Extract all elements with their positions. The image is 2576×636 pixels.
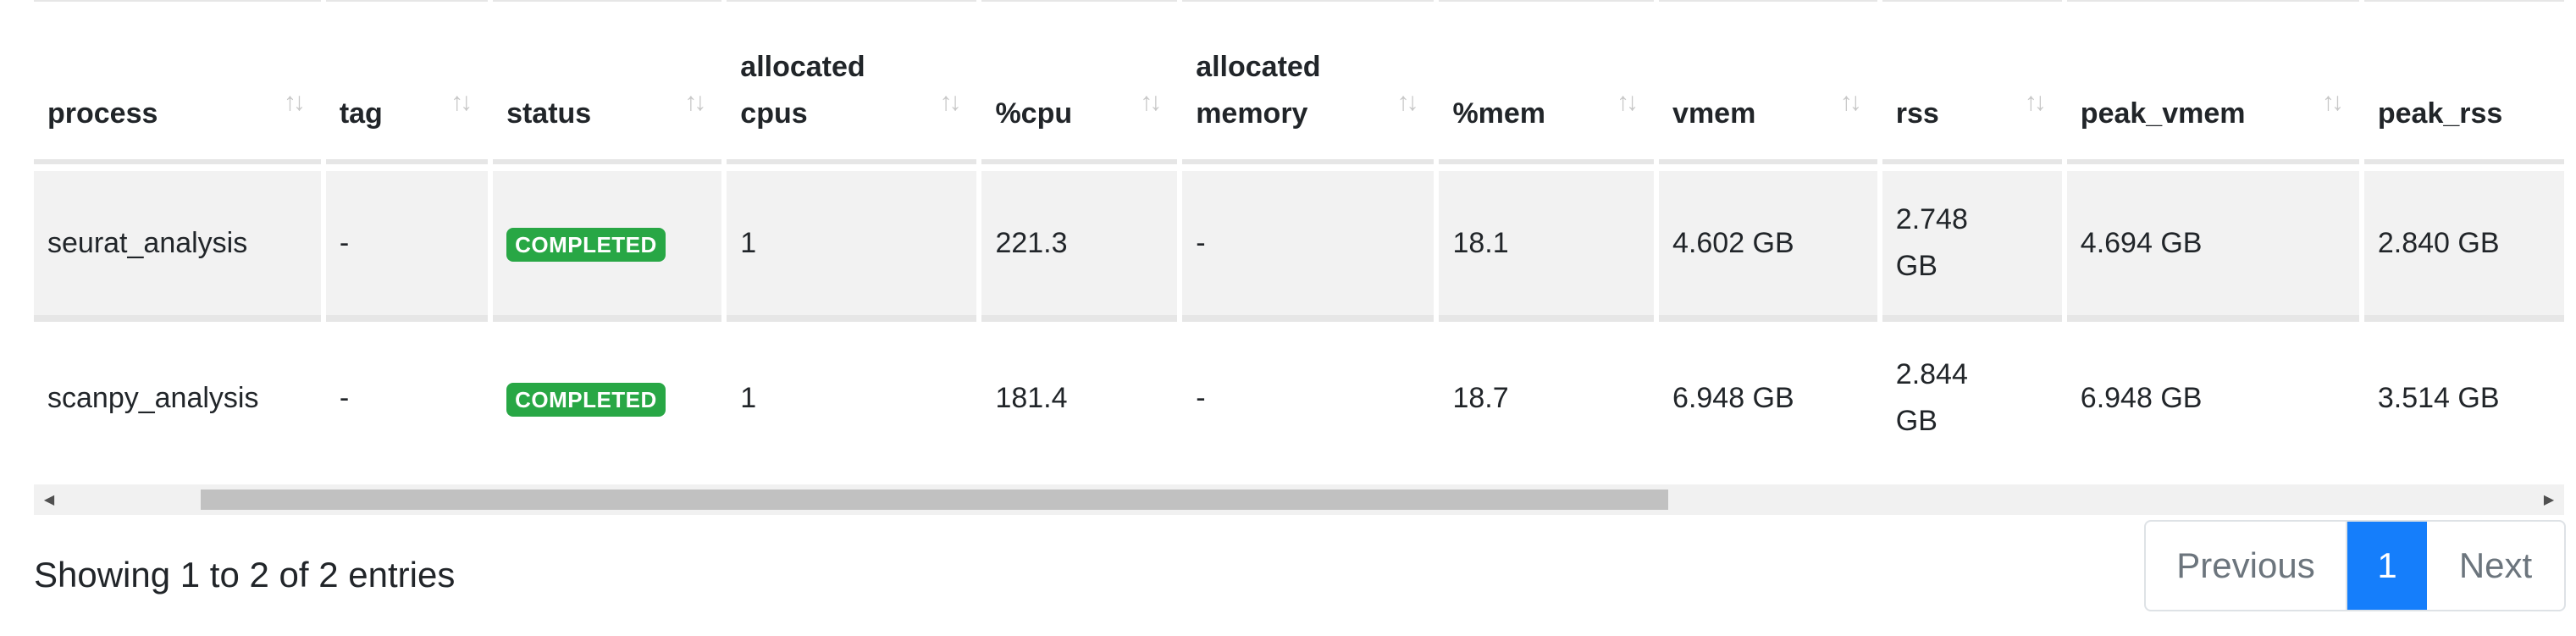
sort-arrows-icon: ↑↓ — [2024, 88, 2047, 116]
sort-arrows-icon: ↑↓ — [451, 88, 473, 116]
sort-arrows-icon: ↑↓ — [1617, 88, 1639, 116]
pagination: Previous 1 Next — [2144, 520, 2566, 611]
sort-arrows-icon: ↑↓ — [939, 88, 961, 116]
col-header-allocated-cpus[interactable]: allocated cpus ↑↓ — [727, 0, 977, 164]
col-header-status[interactable]: status ↑↓ — [493, 0, 722, 164]
scroll-left-icon[interactable]: ◀ — [43, 493, 55, 507]
col-header-peak-vmem[interactable]: peak_vmem ↑↓ — [2066, 0, 2359, 164]
col-header-label-line2: cpus — [740, 97, 808, 130]
col-header-label: rss — [1895, 97, 1939, 130]
sort-arrows-icon: ↑↓ — [2321, 88, 2344, 116]
cell-peak-vmem: 6.948 GB — [2066, 318, 2359, 474]
col-header-pct-mem[interactable]: %mem ↑↓ — [1439, 0, 1655, 164]
table-scroll-area[interactable]: process ↑↓ tag ↑↓ status ↑↓ allocated cpus ↑↓… — [34, 0, 2564, 484]
sort-arrows-icon: ↑↓ — [283, 88, 306, 116]
entries-info: Showing 1 to 2 of 2 entries — [34, 555, 456, 595]
col-header-label: %mem — [1452, 97, 1546, 130]
horizontal-scrollbar[interactable]: ◀ ▶ — [34, 484, 2564, 515]
cell-tag: - — [325, 318, 489, 474]
cell-allocated-cpus: 1 — [727, 318, 977, 474]
col-header-label: allocated — [740, 51, 865, 83]
col-header-label: process — [47, 97, 158, 130]
cell-pct-mem: 18.1 — [1439, 164, 1655, 318]
col-header-label: status — [506, 97, 592, 130]
col-header-label: peak_vmem — [2080, 97, 2246, 130]
scroll-right-icon[interactable]: ▶ — [2543, 493, 2555, 507]
cell-peak-rss: 2.840 GB — [2363, 164, 2564, 318]
cell-vmem: 4.602 GB — [1659, 164, 1877, 318]
cell-allocated-memory: - — [1182, 164, 1434, 318]
col-header-pct-cpu[interactable]: %cpu ↑↓ — [981, 0, 1178, 164]
table-row: seurat_analysis - COMPLETED 1 221.3 - 18… — [34, 164, 2564, 318]
cell-rss: 2.844 GB — [1882, 318, 2062, 474]
page-1-button[interactable]: 1 — [2347, 522, 2427, 610]
cell-allocated-cpus: 1 — [727, 164, 977, 318]
cell-allocated-memory: - — [1182, 318, 1434, 474]
col-header-label: allocated — [1196, 51, 1321, 83]
col-header-label: vmem — [1672, 97, 1756, 130]
previous-page-button[interactable]: Previous — [2146, 522, 2347, 610]
cell-tag: - — [325, 164, 489, 318]
sort-arrows-icon: ↑↓ — [684, 88, 706, 116]
col-header-label: %cpu — [995, 97, 1073, 130]
scrollbar-thumb[interactable] — [201, 489, 1668, 510]
cell-status: COMPLETED — [493, 164, 722, 318]
cell-peak-vmem: 4.694 GB — [2066, 164, 2359, 318]
next-page-button[interactable]: Next — [2458, 545, 2533, 585]
cell-status: COMPLETED — [493, 318, 722, 474]
sort-arrows-icon: ↑↓ — [1396, 88, 1418, 116]
cell-peak-rss: 3.514 GB — [2363, 318, 2564, 474]
cell-process: scanpy_analysis — [34, 318, 321, 474]
cell-pct-mem: 18.7 — [1439, 318, 1655, 474]
sort-arrows-icon: ↑↓ — [1839, 88, 1862, 116]
col-header-tag[interactable]: tag ↑↓ — [325, 0, 489, 164]
col-header-label-line2: memory — [1196, 97, 1308, 130]
cell-pct-cpu: 221.3 — [981, 164, 1178, 318]
table-header-row: process ↑↓ tag ↑↓ status ↑↓ allocated cpus ↑↓… — [34, 0, 2564, 164]
col-header-vmem[interactable]: vmem ↑↓ — [1659, 0, 1877, 164]
status-badge: COMPLETED — [506, 382, 666, 417]
col-header-label: tag — [339, 97, 383, 130]
cell-rss: 2.748 GB — [1882, 164, 2062, 318]
cell-vmem: 6.948 GB — [1659, 318, 1877, 474]
col-header-rss[interactable]: rss ↑↓ — [1882, 0, 2062, 164]
sort-arrows-icon: ↑↓ — [1140, 88, 1162, 116]
col-header-allocated-memory[interactable]: allocated memory ↑↓ — [1182, 0, 1434, 164]
process-table: process ↑↓ tag ↑↓ status ↑↓ allocated cpus ↑↓… — [34, 0, 2564, 474]
table-row: scanpy_analysis - COMPLETED 1 181.4 - 18… — [34, 318, 2564, 474]
col-header-label: peak_rss — [2377, 97, 2503, 130]
cell-process: seurat_analysis — [34, 164, 321, 318]
col-header-peak-rss[interactable]: peak_rss↑↓ — [2363, 0, 2564, 164]
cell-pct-cpu: 181.4 — [981, 318, 1178, 474]
col-header-process[interactable]: process ↑↓ — [34, 0, 321, 164]
status-badge: COMPLETED — [506, 227, 666, 262]
